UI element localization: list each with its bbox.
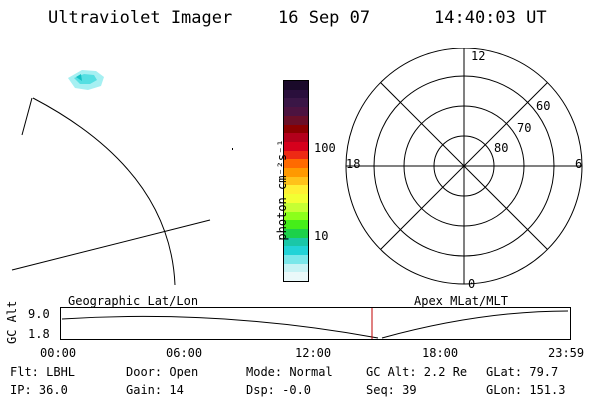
colorbar-swatch <box>284 272 308 282</box>
time-tick-0000: 00:00 <box>40 346 77 360</box>
instrument-title: Ultraviolet Imager <box>48 8 233 28</box>
colorbar-swatch <box>284 263 308 273</box>
colorbar-swatch <box>284 89 308 99</box>
time-tick-0600: 06:00 <box>166 346 203 360</box>
param-door: Door: Open <box>126 365 199 379</box>
param-gc-alt: GC Alt: 2.2 Re <box>366 365 468 379</box>
intensity-colorbar <box>283 80 309 282</box>
colorbar-swatch <box>284 202 308 212</box>
colorbar-swatch <box>284 176 308 186</box>
param-mode: Mode: Normal <box>246 365 333 379</box>
altitude-tick-high: 9.0 <box>28 307 50 321</box>
param-dsp: Dsp: -0.0 <box>246 383 312 397</box>
colorbar-tick-10: 10 <box>314 229 329 243</box>
colorbar-swatch <box>284 124 308 134</box>
colorbar-swatch <box>284 185 308 195</box>
mlat-label-60: 60 <box>536 99 550 113</box>
altitude-plot <box>60 307 571 340</box>
colorbar-swatch <box>284 150 308 160</box>
time-tick-1800: 18:00 <box>422 346 459 360</box>
colorbar-swatch <box>284 133 308 142</box>
altitude-curve-ascending <box>381 310 569 339</box>
colorbar-swatch <box>284 194 308 203</box>
date-label: 16 Sep 07 <box>278 8 371 28</box>
time-tick-2359: 23:59 <box>548 346 585 360</box>
colorbar-label: photon cm⁻²s⁻¹ <box>275 139 289 241</box>
colorbar-swatch <box>284 237 308 247</box>
colorbar-swatch <box>284 141 308 151</box>
time-tick-1200: 12:00 <box>295 346 332 360</box>
geographic-label: Geographic Lat/Lon <box>68 294 199 308</box>
colorbar-swatch <box>284 228 308 238</box>
colorbar-swatch <box>284 211 308 221</box>
param-glat: GLat: 79.7 <box>486 365 559 379</box>
colorbar-swatch <box>284 81 308 90</box>
longitude-arc <box>32 97 176 286</box>
mlt-label-6: 6 <box>575 157 582 171</box>
param-ip: IP: 36.0 <box>10 383 68 397</box>
colorbar-swatch <box>284 98 308 108</box>
colorbar-swatch <box>284 255 308 264</box>
mlt-label-18: 18 <box>346 157 360 171</box>
colorbar-tick-100: 100 <box>314 141 336 155</box>
polar-mlt-plot: 12 18 6 0 60 70 80 <box>345 48 583 291</box>
grid-tick <box>21 97 33 136</box>
mlat-label-80: 80 <box>494 141 508 155</box>
param-glon: GLon: 151.3 <box>486 383 566 397</box>
aurora-emission-patch <box>68 70 104 90</box>
mlt-label-12: 12 <box>471 49 485 63</box>
colorbar-swatch <box>284 107 308 116</box>
altitude-curve-descending <box>61 315 379 339</box>
param-flt: Flt: LBHL <box>10 365 76 379</box>
apex-label: Apex MLat/MLT <box>414 294 508 308</box>
mlt-label-0: 0 <box>468 277 475 291</box>
colorbar-swatch <box>284 168 308 177</box>
param-seq: Seq: 39 <box>366 383 417 397</box>
param-gain: Gain: 14 <box>126 383 184 397</box>
geographic-map <box>11 70 233 286</box>
mlat-label-70: 70 <box>517 121 531 135</box>
colorbar-swatch <box>284 115 308 125</box>
time-label: 14:40:03 UT <box>434 8 547 28</box>
colorbar-swatch <box>284 246 308 256</box>
colorbar-swatch <box>284 159 308 169</box>
colorbar-swatch <box>284 220 308 229</box>
latitude-line <box>11 219 211 271</box>
altitude-ylabel: GC Alt <box>5 300 19 344</box>
altitude-tick-low: 1.8 <box>28 327 50 341</box>
